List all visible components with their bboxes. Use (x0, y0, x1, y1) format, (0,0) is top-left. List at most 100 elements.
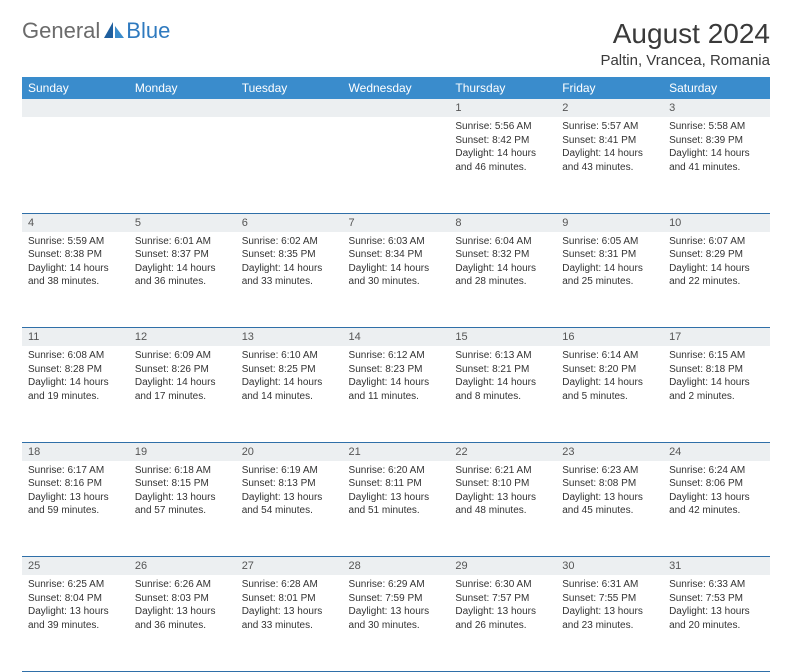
daylight-text: and 54 minutes. (242, 504, 337, 518)
daylight-text: and 30 minutes. (349, 619, 444, 633)
sunset-text: Sunset: 8:28 PM (28, 363, 123, 377)
day-cell-body: Sunrise: 6:13 AMSunset: 8:21 PMDaylight:… (449, 346, 556, 409)
day-number-cell: 25 (22, 557, 129, 576)
day-number-cell: 6 (236, 213, 343, 232)
sunrise-text: Sunrise: 6:19 AM (242, 464, 337, 478)
daylight-text: and 36 minutes. (135, 619, 230, 633)
sunset-text: Sunset: 8:06 PM (669, 477, 764, 491)
day-number (343, 99, 450, 105)
daylight-text: Daylight: 14 hours (562, 376, 657, 390)
day-number-cell: 3 (663, 99, 770, 117)
daylight-text: and 30 minutes. (349, 275, 444, 289)
weekday-header: Thursday (449, 77, 556, 99)
sunrise-text: Sunrise: 6:07 AM (669, 235, 764, 249)
day-number-cell: 4 (22, 213, 129, 232)
day-cell-body: Sunrise: 6:01 AMSunset: 8:37 PMDaylight:… (129, 232, 236, 295)
day-number-cell: 17 (663, 328, 770, 347)
sunrise-text: Sunrise: 6:05 AM (562, 235, 657, 249)
day-cell-body: Sunrise: 6:29 AMSunset: 7:59 PMDaylight:… (343, 575, 450, 638)
daylight-text: and 17 minutes. (135, 390, 230, 404)
sunset-text: Sunset: 8:32 PM (455, 248, 550, 262)
day-number-cell: 9 (556, 213, 663, 232)
weekday-header: Friday (556, 77, 663, 99)
day-number: 25 (22, 557, 129, 575)
daylight-text: Daylight: 13 hours (242, 491, 337, 505)
day-cell (343, 117, 450, 213)
daylight-text: and 48 minutes. (455, 504, 550, 518)
day-number: 10 (663, 214, 770, 232)
sunset-text: Sunset: 8:23 PM (349, 363, 444, 377)
daylight-text: and 8 minutes. (455, 390, 550, 404)
daylight-text: and 26 minutes. (455, 619, 550, 633)
day-number-cell: 16 (556, 328, 663, 347)
day-cell-body: Sunrise: 5:58 AMSunset: 8:39 PMDaylight:… (663, 117, 770, 180)
sunrise-text: Sunrise: 6:03 AM (349, 235, 444, 249)
day-cell-body: Sunrise: 6:24 AMSunset: 8:06 PMDaylight:… (663, 461, 770, 524)
day-cell-body: Sunrise: 6:21 AMSunset: 8:10 PMDaylight:… (449, 461, 556, 524)
sunrise-text: Sunrise: 6:01 AM (135, 235, 230, 249)
day-number-cell: 22 (449, 442, 556, 461)
day-cell-body: Sunrise: 6:31 AMSunset: 7:55 PMDaylight:… (556, 575, 663, 638)
sunset-text: Sunset: 8:01 PM (242, 592, 337, 606)
day-cell: Sunrise: 6:19 AMSunset: 8:13 PMDaylight:… (236, 461, 343, 557)
day-cell: Sunrise: 6:15 AMSunset: 8:18 PMDaylight:… (663, 346, 770, 442)
day-cell-body: Sunrise: 6:15 AMSunset: 8:18 PMDaylight:… (663, 346, 770, 409)
page-title: August 2024 (600, 18, 770, 50)
daylight-text: and 22 minutes. (669, 275, 764, 289)
day-cell: Sunrise: 6:26 AMSunset: 8:03 PMDaylight:… (129, 575, 236, 671)
sunrise-text: Sunrise: 5:57 AM (562, 120, 657, 134)
day-number (22, 99, 129, 105)
daylight-text: Daylight: 14 hours (135, 262, 230, 276)
daylight-text: and 59 minutes. (28, 504, 123, 518)
day-cell-body: Sunrise: 6:30 AMSunset: 7:57 PMDaylight:… (449, 575, 556, 638)
daylight-text: and 23 minutes. (562, 619, 657, 633)
daylight-text: Daylight: 14 hours (242, 262, 337, 276)
day-cell-body (22, 117, 129, 126)
daylight-text: and 20 minutes. (669, 619, 764, 633)
sunrise-text: Sunrise: 6:31 AM (562, 578, 657, 592)
day-number-cell: 13 (236, 328, 343, 347)
day-number: 28 (343, 557, 450, 575)
day-number: 23 (556, 443, 663, 461)
daylight-text: Daylight: 14 hours (349, 376, 444, 390)
day-number: 12 (129, 328, 236, 346)
day-number: 31 (663, 557, 770, 575)
day-number: 11 (22, 328, 129, 346)
week-row: Sunrise: 6:25 AMSunset: 8:04 PMDaylight:… (22, 575, 770, 671)
day-cell-body (129, 117, 236, 126)
day-cell: Sunrise: 5:58 AMSunset: 8:39 PMDaylight:… (663, 117, 770, 213)
sunrise-text: Sunrise: 6:29 AM (349, 578, 444, 592)
sunset-text: Sunset: 8:13 PM (242, 477, 337, 491)
day-cell-body: Sunrise: 6:33 AMSunset: 7:53 PMDaylight:… (663, 575, 770, 638)
weekday-header: Saturday (663, 77, 770, 99)
sunset-text: Sunset: 8:37 PM (135, 248, 230, 262)
sunrise-text: Sunrise: 6:23 AM (562, 464, 657, 478)
day-cell-body: Sunrise: 5:56 AMSunset: 8:42 PMDaylight:… (449, 117, 556, 180)
day-cell-body: Sunrise: 6:19 AMSunset: 8:13 PMDaylight:… (236, 461, 343, 524)
sunrise-text: Sunrise: 5:59 AM (28, 235, 123, 249)
day-cell-body: Sunrise: 6:03 AMSunset: 8:34 PMDaylight:… (343, 232, 450, 295)
sunset-text: Sunset: 8:42 PM (455, 134, 550, 148)
day-number-cell: 10 (663, 213, 770, 232)
sunrise-text: Sunrise: 6:30 AM (455, 578, 550, 592)
day-cell: Sunrise: 6:03 AMSunset: 8:34 PMDaylight:… (343, 232, 450, 328)
day-cell-body: Sunrise: 6:09 AMSunset: 8:26 PMDaylight:… (129, 346, 236, 409)
daylight-text: Daylight: 14 hours (455, 376, 550, 390)
day-number: 1 (449, 99, 556, 117)
day-cell: Sunrise: 6:29 AMSunset: 7:59 PMDaylight:… (343, 575, 450, 671)
day-number: 29 (449, 557, 556, 575)
day-cell (236, 117, 343, 213)
title-block: August 2024 Paltin, Vrancea, Romania (600, 18, 770, 69)
day-cell-body: Sunrise: 6:02 AMSunset: 8:35 PMDaylight:… (236, 232, 343, 295)
day-cell-body: Sunrise: 5:57 AMSunset: 8:41 PMDaylight:… (556, 117, 663, 180)
daylight-text: and 39 minutes. (28, 619, 123, 633)
day-number-cell: 19 (129, 442, 236, 461)
logo: General Blue (22, 18, 170, 44)
day-number-cell: 7 (343, 213, 450, 232)
daylight-text: and 51 minutes. (349, 504, 444, 518)
daylight-text: Daylight: 14 hours (242, 376, 337, 390)
sunset-text: Sunset: 8:31 PM (562, 248, 657, 262)
day-cell-body: Sunrise: 6:12 AMSunset: 8:23 PMDaylight:… (343, 346, 450, 409)
daylight-text: and 5 minutes. (562, 390, 657, 404)
week-row: Sunrise: 5:59 AMSunset: 8:38 PMDaylight:… (22, 232, 770, 328)
